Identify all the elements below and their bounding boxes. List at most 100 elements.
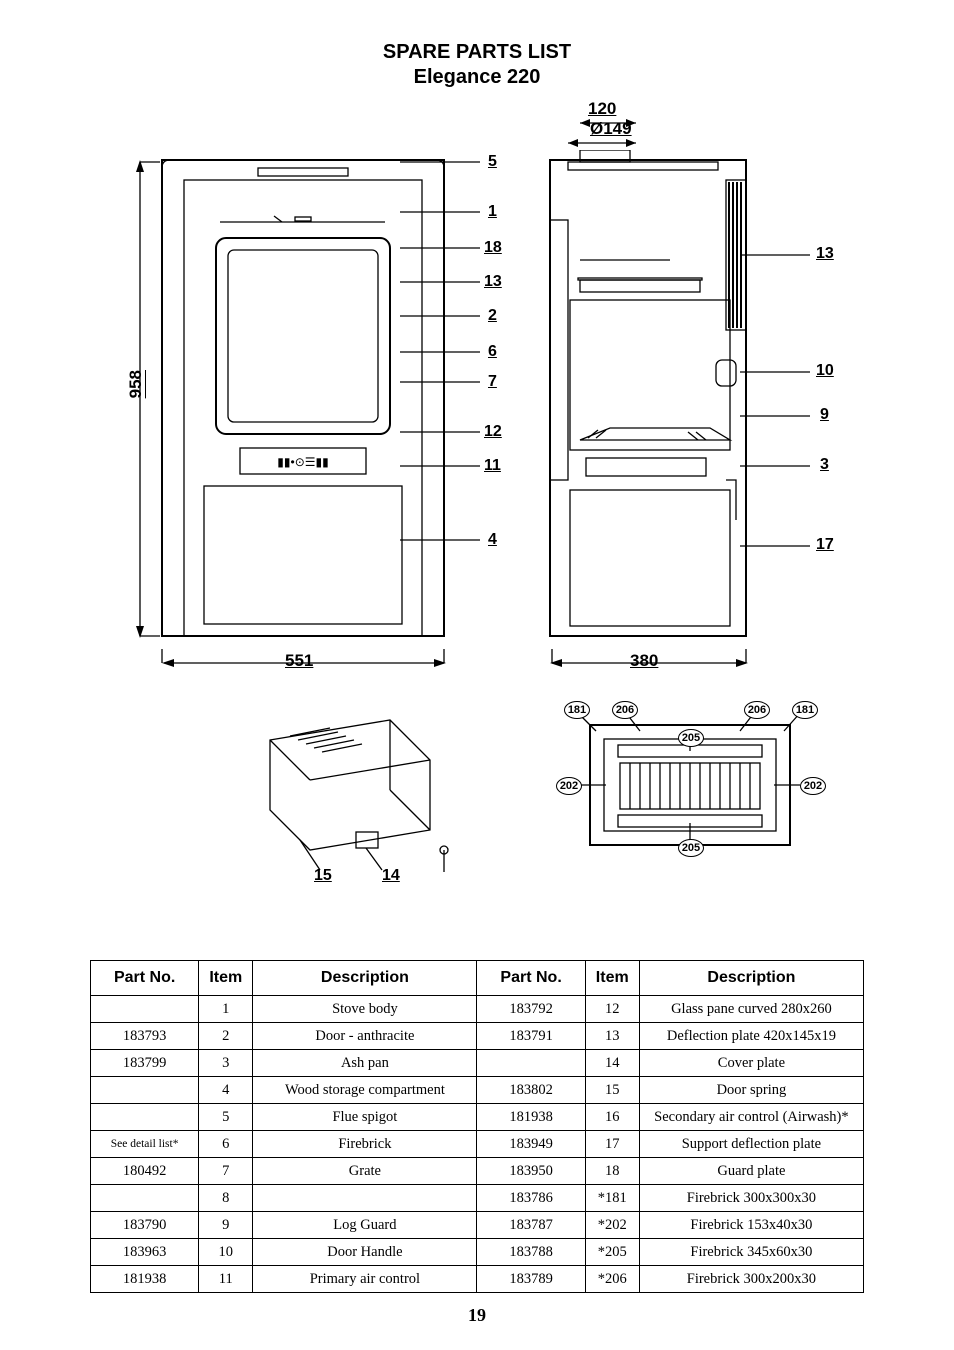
partno-r (477, 1050, 585, 1077)
item-l: 6 (199, 1131, 253, 1158)
partno-l: See detail list* (91, 1131, 199, 1158)
item-r: 15 (585, 1077, 639, 1104)
parts-table-element: Part No. Item Description Part No. Item … (90, 960, 864, 1293)
callout-15: 15 (314, 867, 332, 885)
partno-l (91, 1077, 199, 1104)
callout-9: 9 (820, 406, 829, 424)
dim-top-offset: 120 (588, 99, 616, 119)
hdr-partno-r: Part No. (477, 961, 585, 996)
partno-r: 183949 (477, 1131, 585, 1158)
table-row: 1804927Grate18395018Guard plate (91, 1158, 864, 1185)
title-line2: Elegance 220 (90, 65, 864, 90)
partno-r: 183787 (477, 1212, 585, 1239)
callout-12: 12 (484, 423, 502, 441)
table-row: 1837993Ash pan14Cover plate (91, 1050, 864, 1077)
partno-r: 181938 (477, 1104, 585, 1131)
table-row: 18396310Door Handle183788*205Firebrick 3… (91, 1239, 864, 1266)
desc-r: Support deflection plate (639, 1131, 863, 1158)
desc-r: Deflection plate 420x145x19 (639, 1023, 863, 1050)
partno-r: 183786 (477, 1185, 585, 1212)
control-glyphs: ▮▮•⊙☰▮▮ (277, 455, 328, 469)
item-r: *205 (585, 1239, 639, 1266)
title-line1: SPARE PARTS LIST (90, 40, 864, 65)
side-callout-leaders (740, 150, 840, 650)
table-row: See detail list*6Firebrick18394917Suppor… (91, 1131, 864, 1158)
desc-r: Firebrick 153x40x30 (639, 1212, 863, 1239)
table-row: 1837909Log Guard183787*202Firebrick 153x… (91, 1212, 864, 1239)
desc-l: Flue spigot (253, 1104, 477, 1131)
iso-detail (230, 700, 480, 880)
callout-2: 2 (488, 307, 497, 325)
desc-l: Door Handle (253, 1239, 477, 1266)
callout-3: 3 (820, 456, 829, 474)
desc-l: Wood storage compartment (253, 1077, 477, 1104)
partno-r: 183950 (477, 1158, 585, 1185)
callout-6: 6 (488, 343, 497, 361)
table-row: 1837932Door - anthracite18379113Deflecti… (91, 1023, 864, 1050)
callout-13a: 13 (484, 273, 502, 291)
table-row: 1Stove body18379212Glass pane curved 280… (91, 996, 864, 1023)
callout-14: 14 (382, 867, 400, 885)
callout-4: 4 (488, 531, 497, 549)
desc-l: Door - anthracite (253, 1023, 477, 1050)
desc-l: Firebrick (253, 1131, 477, 1158)
desc-r: Glass pane curved 280x260 (639, 996, 863, 1023)
callout-1: 1 (488, 203, 497, 221)
partno-r: 183788 (477, 1239, 585, 1266)
page-title: SPARE PARTS LIST Elegance 220 (90, 40, 864, 90)
desc-l: Ash pan (253, 1050, 477, 1077)
parts-table: Part No. Item Description Part No. Item … (90, 960, 864, 1293)
callout-10: 10 (816, 362, 834, 380)
desc-r: Guard plate (639, 1158, 863, 1185)
desc-r: Firebrick 300x300x30 (639, 1185, 863, 1212)
callout-7: 7 (488, 373, 497, 391)
hdr-desc-l: Description (253, 961, 477, 996)
item-l: 7 (199, 1158, 253, 1185)
balloon-202b: 202 (800, 777, 826, 795)
item-l: 3 (199, 1050, 253, 1077)
balloon-181b: 181 (792, 701, 818, 719)
item-r: 14 (585, 1050, 639, 1077)
item-l: 4 (199, 1077, 253, 1104)
item-r: 17 (585, 1131, 639, 1158)
desc-r: Firebrick 300x200x30 (639, 1266, 863, 1293)
balloon-205a: 205 (678, 729, 704, 747)
table-row: 4Wood storage compartment18380215Door sp… (91, 1077, 864, 1104)
dim-height-label: 958 (126, 370, 146, 398)
partno-l: 183963 (91, 1239, 199, 1266)
partno-r: 183789 (477, 1266, 585, 1293)
dim-height (120, 150, 160, 650)
table-row: 8183786*181Firebrick 300x300x30 (91, 1185, 864, 1212)
item-r: *206 (585, 1266, 639, 1293)
diagram-area: ▮▮•⊙☰▮▮ 958 551 (90, 115, 864, 895)
balloon-202a: 202 (556, 777, 582, 795)
item-r: 13 (585, 1023, 639, 1050)
desc-r: Door spring (639, 1077, 863, 1104)
partno-r: 183802 (477, 1077, 585, 1104)
balloon-206b: 206 (744, 701, 770, 719)
table-row: 18193811Primary air control183789*206Fir… (91, 1266, 864, 1293)
item-l: 9 (199, 1212, 253, 1239)
balloon-181a: 181 (564, 701, 590, 719)
dim-width-side-label: 380 (630, 651, 658, 671)
partno-r: 183791 (477, 1023, 585, 1050)
desc-l: Log Guard (253, 1212, 477, 1239)
item-r: 12 (585, 996, 639, 1023)
partno-l (91, 996, 199, 1023)
item-l: 5 (199, 1104, 253, 1131)
desc-l: Stove body (253, 996, 477, 1023)
page-number: 19 (0, 1305, 954, 1326)
callout-17: 17 (816, 536, 834, 554)
side-view (540, 150, 770, 650)
desc-l: Grate (253, 1158, 477, 1185)
front-callout-leaders (400, 150, 520, 650)
dim-width-front-label: 551 (285, 651, 313, 671)
partno-l: 183799 (91, 1050, 199, 1077)
hdr-item-r: Item (585, 961, 639, 996)
partno-l: 183793 (91, 1023, 199, 1050)
hdr-desc-r: Description (639, 961, 863, 996)
partno-l: 180492 (91, 1158, 199, 1185)
callout-5: 5 (488, 153, 497, 171)
item-l: 10 (199, 1239, 253, 1266)
hdr-item-l: Item (199, 961, 253, 996)
